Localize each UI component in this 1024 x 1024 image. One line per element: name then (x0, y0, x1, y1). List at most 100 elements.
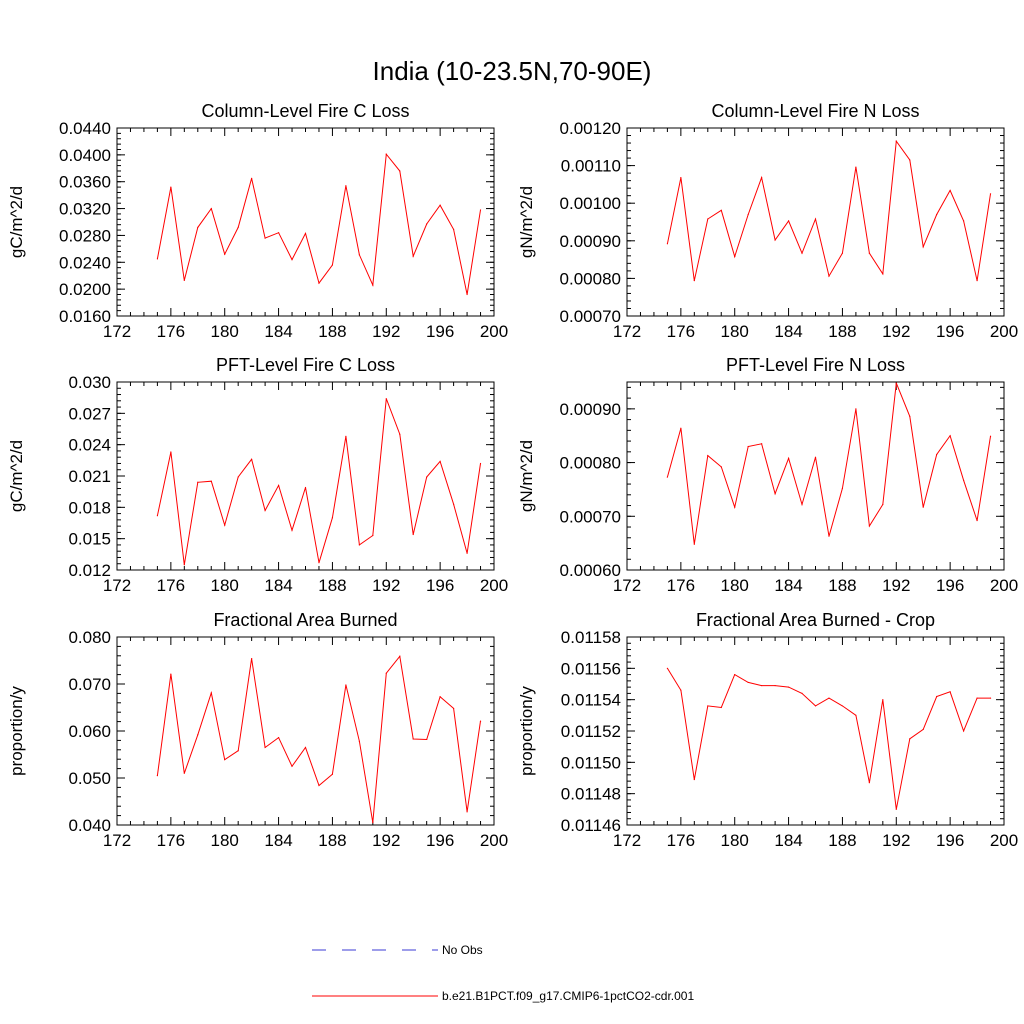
x-tick-label: 192 (372, 576, 400, 595)
x-tick-label: 200 (480, 831, 508, 850)
data-point (197, 734, 199, 736)
y-tick-label: 0.0200 (59, 280, 111, 299)
data-point (264, 509, 266, 512)
data-point (882, 503, 884, 506)
data-point (210, 480, 212, 482)
x-tick-label: 200 (990, 322, 1018, 341)
data-point (224, 253, 226, 255)
data-point (922, 728, 924, 731)
data-point (761, 684, 763, 687)
data-point (936, 695, 938, 698)
data-point (949, 435, 951, 437)
x-tick-label: 184 (774, 831, 802, 850)
y-tick-label: 0.021 (68, 467, 111, 486)
x-tick-label: 196 (426, 322, 454, 341)
x-tick-label: 200 (480, 576, 508, 595)
data-point (828, 697, 830, 699)
data-point (156, 775, 158, 777)
x-tick-label: 196 (936, 831, 964, 850)
data-point (693, 778, 695, 781)
x-tick-label: 184 (264, 831, 292, 850)
data-point (949, 691, 951, 693)
y-tick-label: 0.00070 (560, 307, 621, 326)
panels: Column-Level Fire C Loss 172 176 180 184 188 1… (7, 101, 1018, 850)
data-point (304, 486, 307, 489)
y-tick-label: 0.012 (68, 561, 111, 580)
data-point (936, 213, 938, 216)
chart-panel-5: Fractional Area Burned 172 176 180 184 188 192… (7, 610, 508, 850)
plot-frame (116, 636, 495, 826)
data-point (237, 476, 239, 478)
figure-title: India (10-23.5N,70-90E) (373, 56, 652, 86)
x-tick-label: 188 (828, 831, 856, 850)
y-tick-label: 0.030 (68, 373, 111, 392)
data-point (304, 746, 307, 749)
data-point (251, 177, 253, 179)
chart-panel-4: PFT-Level Fire N Loss 172 176 180 184 188 192 1… (517, 355, 1018, 595)
y-tick-label: 0.0400 (59, 146, 111, 165)
series-line (666, 668, 991, 810)
data-point (426, 738, 428, 741)
data-point (787, 220, 790, 222)
y-tick-label: 0.01148 (561, 785, 621, 804)
x-tick-label: 188 (828, 576, 856, 595)
y-tick-label: 0.00100 (560, 194, 621, 213)
x-tick-label: 172 (103, 831, 131, 850)
y-tick-label: 0.070 (68, 675, 111, 694)
x-tick-label: 172 (103, 322, 131, 341)
data-point (855, 408, 857, 410)
data-point (814, 456, 817, 458)
data-point (277, 736, 280, 739)
x-tick-label: 184 (264, 322, 292, 341)
data-point (237, 226, 239, 228)
x-tick-label: 172 (613, 831, 641, 850)
y-tick-label: 0.01154 (561, 691, 621, 710)
data-point (277, 232, 280, 234)
y-axis-label: gC/m^2/d (7, 440, 26, 512)
data-point (372, 534, 374, 537)
y-tick-label: 0.0440 (59, 119, 111, 138)
data-point (989, 697, 992, 699)
data-point (747, 681, 749, 684)
x-tick-label: 172 (103, 576, 131, 595)
chart-panel-1: Column-Level Fire C Loss 172 176 180 184 188 1… (7, 101, 508, 341)
x-tick-label: 172 (613, 576, 641, 595)
data-point (841, 487, 844, 489)
data-point (224, 524, 226, 526)
x-tick-label: 188 (318, 576, 346, 595)
y-axis-label: gC/m^2/d (7, 186, 26, 258)
data-point (989, 193, 992, 195)
data-point (210, 207, 212, 210)
y-tick-label: 0.01146 (561, 816, 621, 835)
data-point (399, 655, 401, 657)
legend-label: b.e21.B1PCT.f09_g17.CMIP6-1pctCO2-cdr.00… (442, 989, 694, 1003)
data-point (801, 692, 803, 695)
x-tick-label: 180 (211, 322, 239, 341)
data-point (680, 427, 682, 429)
y-axis-label: gN/m^2/d (517, 186, 536, 258)
x-tick-label: 196 (426, 831, 454, 850)
y-tick-label: 0.00080 (560, 269, 621, 288)
y-tick-label: 0.00110 (561, 157, 621, 176)
data-point (358, 254, 360, 256)
x-tick-label: 188 (828, 322, 856, 341)
data-point (264, 746, 266, 749)
data-point (895, 808, 897, 810)
y-tick-label: 0.00090 (560, 232, 621, 251)
data-point (331, 773, 334, 775)
data-point (909, 738, 911, 740)
data-point (895, 382, 897, 384)
panel-title: Column-Level Fire C Loss (201, 101, 409, 121)
data-point (707, 705, 709, 707)
data-point (251, 458, 253, 460)
data-point (976, 697, 978, 699)
data-point (291, 529, 293, 531)
data-point (439, 204, 441, 206)
x-tick-label: 192 (372, 322, 400, 341)
y-tick-label: 0.015 (68, 530, 111, 549)
data-point (453, 707, 455, 710)
data-point (747, 445, 749, 448)
x-tick-label: 176 (667, 322, 695, 341)
data-point (868, 782, 870, 784)
data-point (197, 226, 199, 228)
